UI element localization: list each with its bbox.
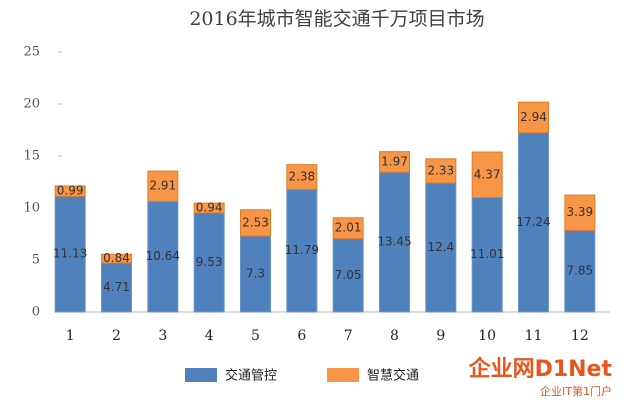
bar-segment — [147, 170, 179, 202]
value-label: 2.38 — [288, 170, 315, 184]
bar-segment — [286, 188, 318, 313]
bar-segment — [240, 235, 271, 313]
x-tick-label: 6 — [297, 328, 306, 344]
y-tick-label: 15 — [23, 149, 40, 164]
bar-segment — [193, 202, 225, 214]
x-tick-label: 12 — [571, 328, 589, 344]
value-label: 7.05 — [335, 268, 362, 282]
bar-segment — [564, 229, 596, 313]
value-label: 2.53 — [242, 215, 269, 229]
x-tick-label: 2 — [112, 328, 121, 344]
value-label: 13.45 — [377, 235, 411, 249]
bar-segment — [101, 262, 132, 313]
x-tick-label: 10 — [478, 328, 496, 344]
value-label: 2.94 — [520, 110, 547, 124]
bar-segment — [193, 212, 225, 313]
value-label: 0.99 — [57, 184, 84, 198]
y-tick-label: 5 — [32, 253, 40, 268]
value-label: 2.01 — [335, 221, 362, 235]
bar-segment — [471, 196, 503, 313]
value-label: 1.97 — [381, 154, 408, 168]
value-label: 7.85 — [566, 264, 593, 278]
value-label: 0.84 — [103, 251, 130, 265]
value-label: 4.37 — [474, 167, 501, 181]
bar-segment — [518, 101, 549, 134]
chart-title: 2016年城市智能交通千万项目市场 — [189, 8, 484, 30]
bar-segment — [332, 238, 364, 313]
bar-segment — [379, 171, 410, 313]
y-tick-label: 0 — [32, 305, 40, 320]
x-tick-label: 7 — [344, 328, 353, 344]
value-label: 12.4 — [427, 240, 454, 254]
value-label: 11.13 — [53, 247, 87, 261]
legend-label: 智慧交通 — [367, 368, 419, 384]
x-tick-label: 1 — [66, 328, 75, 344]
x-tick-label: 5 — [251, 328, 260, 344]
value-label: 3.39 — [566, 205, 593, 219]
bar-segment — [518, 132, 549, 313]
bar-segment — [471, 151, 503, 198]
value-label: 11.79 — [285, 243, 319, 257]
bar-segment — [379, 151, 410, 173]
value-label: 11.01 — [470, 247, 504, 261]
watermark-slogan: 企业IT第1门户 — [540, 384, 612, 398]
bar-segment — [332, 217, 364, 240]
bar-segment — [564, 194, 596, 231]
bar-segment — [425, 182, 457, 313]
bar-segment — [101, 253, 132, 264]
bar-segment — [240, 209, 271, 237]
value-label: 9.53 — [196, 255, 223, 269]
legend-swatch — [327, 368, 359, 382]
value-label: 0.94 — [196, 201, 223, 215]
y-tick-label: 20 — [23, 97, 40, 112]
x-tick-label: 3 — [158, 328, 167, 344]
value-label: 17.24 — [516, 215, 550, 229]
value-label: 4.71 — [103, 280, 130, 294]
x-tick-label: 9 — [436, 328, 445, 344]
bar-segment — [54, 195, 86, 313]
x-tick-label: 8 — [390, 328, 399, 344]
x-tick-label: 11 — [525, 328, 543, 344]
value-label: 10.64 — [146, 249, 180, 263]
value-label: 2.33 — [427, 163, 454, 177]
value-label: 2.91 — [149, 179, 176, 193]
bar-segment — [425, 158, 457, 184]
y-tick-label: 10 — [23, 201, 40, 216]
bar-segment — [286, 164, 318, 190]
watermark-logo: 企业网D1Net — [468, 356, 613, 382]
legend-swatch — [185, 368, 217, 382]
x-tick-label: 4 — [205, 328, 214, 344]
y-tick-label: 25 — [23, 45, 40, 60]
value-label: 7.3 — [246, 267, 265, 281]
legend-label: 交通管控 — [225, 368, 277, 384]
bar-segment — [54, 185, 86, 197]
